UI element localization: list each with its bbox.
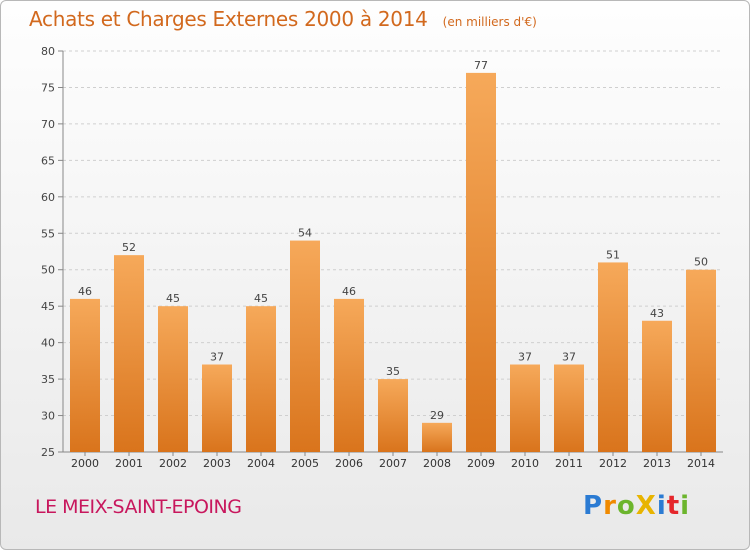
value-label-2008: 29 [430, 409, 444, 422]
value-label-2002: 45 [166, 292, 180, 305]
bar-2002 [158, 306, 188, 452]
value-label-2007: 35 [386, 365, 400, 378]
value-label-2014: 50 [694, 256, 708, 269]
bar-2010 [510, 364, 540, 452]
value-label-2006: 46 [342, 285, 356, 298]
proxiti-logo[interactable]: ProXiti [583, 491, 690, 521]
x-tick-label-2011: 2011 [555, 457, 583, 470]
y-tick-label: 45 [41, 300, 55, 313]
x-tick-label-2009: 2009 [467, 457, 495, 470]
y-tick-label: 55 [41, 227, 55, 240]
value-label-2003: 37 [210, 351, 224, 364]
chart-title: Achats et Charges Externes 2000 à 2014 [29, 7, 428, 31]
bar-2001 [114, 255, 144, 452]
chart-unit: (en milliers d'€) [442, 15, 537, 29]
logo-letter: r [603, 491, 617, 521]
bar-2011 [554, 364, 584, 452]
x-tick-label-2004: 2004 [247, 457, 275, 470]
value-label-2012: 51 [606, 248, 620, 261]
x-tick-label-2000: 2000 [71, 457, 99, 470]
bar-2008 [422, 422, 452, 452]
bar-2009 [466, 72, 496, 452]
bar-2013 [642, 320, 672, 452]
bar-2007 [378, 379, 408, 452]
y-tick-label: 60 [41, 191, 55, 204]
value-labels: 46 52 45 37 45 54 46 35 29 77 37 37 51 43 50 [78, 59, 708, 422]
x-tick-label-2008: 2008 [423, 457, 451, 470]
value-label-2011: 37 [562, 351, 576, 364]
y-tick-label: 65 [41, 154, 55, 167]
y-tick-label: 30 [41, 410, 55, 423]
value-label-2000: 46 [78, 285, 92, 298]
bar-2014 [686, 269, 716, 452]
logo-letter: X [635, 491, 657, 521]
y-tick-label: 50 [41, 264, 55, 277]
x-tick-label-2001: 2001 [115, 457, 143, 470]
value-label-2010: 37 [518, 351, 532, 364]
y-tick-label: 25 [41, 446, 55, 459]
y-tick-label: 75 [41, 81, 55, 94]
x-tick-label-2005: 2005 [291, 457, 319, 470]
x-tick-label-2003: 2003 [203, 457, 231, 470]
logo-letter: o [616, 491, 636, 521]
value-label-2005: 54 [298, 227, 312, 240]
bar-2006 [334, 298, 364, 452]
bar-2003 [202, 364, 232, 452]
bar-2004 [246, 306, 276, 452]
x-tick-label-2002: 2002 [159, 457, 187, 470]
commune-name: LE MEIX-SAINT-EPOING [35, 496, 242, 518]
logo-letter: t [666, 491, 681, 521]
y-tick-label: 35 [41, 373, 55, 386]
x-tick-label-2014: 2014 [687, 457, 715, 470]
value-label-2004: 45 [254, 292, 268, 305]
title-row: Achats et Charges Externes 2000 à 2014 (… [29, 7, 537, 31]
value-label-2013: 43 [650, 307, 664, 320]
value-label-2009: 77 [474, 59, 488, 72]
bar-2012 [598, 262, 628, 452]
x-tick-label-2006: 2006 [335, 457, 363, 470]
x-tick-label-2012: 2012 [599, 457, 627, 470]
x-tick-label-2007: 2007 [379, 457, 407, 470]
y-tick-label: 40 [41, 337, 55, 350]
bars [70, 72, 716, 452]
x-tick-label-2010: 2010 [511, 457, 539, 470]
value-label-2001: 52 [122, 241, 136, 254]
logo-letter: i [680, 491, 691, 521]
x-tick-label-2013: 2013 [643, 457, 671, 470]
y-tick-label: 80 [41, 45, 55, 58]
y-tick-label: 70 [41, 118, 55, 131]
bar-2000 [70, 298, 100, 452]
logo-letter: i [656, 491, 667, 521]
logo-letter: P [583, 491, 604, 521]
bar-2005 [290, 240, 320, 452]
